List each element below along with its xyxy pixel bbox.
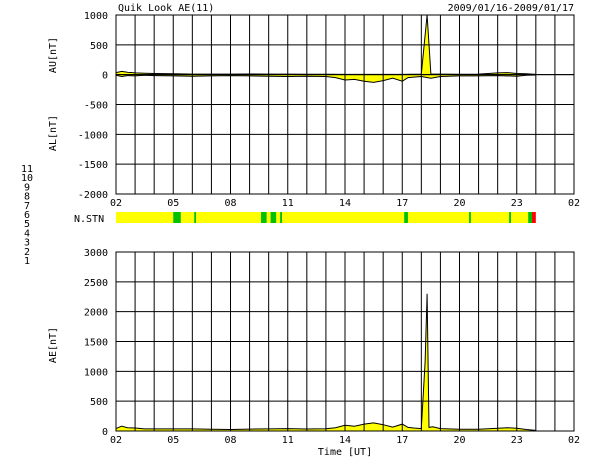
legend-entry: 11 xyxy=(21,164,33,175)
au-al-ytick-label: -500 xyxy=(84,101,108,112)
ae-panel: 3000 2500 2000 1500 1000 500 0 02 05 08 11 14 17 20 2… xyxy=(48,248,580,458)
au-al-xtick-label: 11 xyxy=(282,198,294,209)
au-al-ytick-label: 500 xyxy=(90,41,108,52)
nstn-segment xyxy=(469,212,471,223)
legend-entry: 2 xyxy=(24,247,30,258)
nstn-segment xyxy=(196,212,262,223)
ae-line-ae xyxy=(115,293,536,431)
nstn-segment xyxy=(509,212,512,223)
ae-ytick-label: 2000 xyxy=(84,308,108,319)
ae-ytick-label: 1000 xyxy=(84,367,108,378)
nstn-label: N.STN xyxy=(74,214,104,225)
nstn-segment xyxy=(180,212,195,223)
au-al-frame xyxy=(115,14,575,195)
ae-ytick-label: 3000 xyxy=(84,248,108,259)
ae-ytick-label: 0 xyxy=(102,427,108,438)
nstn-segment xyxy=(407,212,470,223)
nstn-segment xyxy=(511,212,529,223)
ae-xtick-label: 08 xyxy=(224,435,236,446)
legend-entry: 4 xyxy=(24,228,30,239)
legend-entry: 3 xyxy=(24,238,30,249)
nstn-segment xyxy=(276,212,281,223)
nstn-segment xyxy=(116,212,174,223)
legend-entry: 10 xyxy=(21,173,33,184)
au-axis-label: AU[nT] xyxy=(48,37,59,73)
nstn-segment xyxy=(470,212,510,223)
chart-title: Quik Look AE(11) xyxy=(118,3,214,14)
au-al-xtick-label: 17 xyxy=(396,198,408,209)
au-al-line-al xyxy=(115,74,536,83)
ae-ytick-label: 2500 xyxy=(84,278,108,289)
au-al-fill-layer xyxy=(116,15,536,83)
nstn-segment xyxy=(528,212,533,223)
ae-xtick-label: 20 xyxy=(453,435,465,446)
au-al-ytick-label: -1000 xyxy=(78,130,108,141)
au-al-yticks: 1000 500 0 -500 -1000 -1500 -2000 xyxy=(78,11,108,201)
ae-xtick-label: 02 xyxy=(568,435,580,446)
legend-entry: 6 xyxy=(24,210,30,221)
date-range: 2009/01/16-2009/01/17 xyxy=(448,3,574,14)
au-al-xtick-label: 14 xyxy=(339,198,351,209)
ae-axis-label: AE[nT] xyxy=(48,327,59,363)
ae-xtick-label: 23 xyxy=(511,435,523,446)
ae-line-layer xyxy=(115,293,536,431)
au-al-panel: 1000 500 0 -500 -1000 -1500 -2000 02 05 08 11 14 17… xyxy=(48,11,580,209)
ae-xtick-label: 05 xyxy=(167,435,179,446)
au-al-xtick-label: 05 xyxy=(167,198,179,209)
au-al-xtick-label: 02 xyxy=(110,198,122,209)
nstn-bar xyxy=(116,212,536,223)
time-axis-label: Time [UT] xyxy=(318,447,372,458)
nstn-segment xyxy=(261,212,267,223)
ae-xtick-label: 14 xyxy=(339,435,351,446)
nstn-segment xyxy=(270,212,277,223)
nstn-segment xyxy=(282,212,405,223)
legend-entry: 5 xyxy=(24,219,30,230)
nstn-segment xyxy=(173,212,181,223)
ae-xtick-label: 17 xyxy=(396,435,408,446)
au-al-ytick-label: 0 xyxy=(102,71,108,82)
nstn-panel: N.STN xyxy=(74,212,536,225)
au-al-fill-al xyxy=(116,74,536,83)
au-al-ytick-label: -1500 xyxy=(78,160,108,171)
legend-entry: 8 xyxy=(24,192,30,203)
au-al-xtick-label: 08 xyxy=(224,198,236,209)
nstn-segment xyxy=(532,212,536,223)
ae-grid xyxy=(116,252,574,431)
ae-xtick-label: 02 xyxy=(110,435,122,446)
legend-entry: 1 xyxy=(24,256,30,267)
au-al-ytick-label: 1000 xyxy=(84,11,108,22)
ae-frame xyxy=(115,251,575,432)
au-al-xtick-label: 23 xyxy=(511,198,523,209)
nstn-segment xyxy=(194,212,197,223)
au-al-ytick-label: -2000 xyxy=(78,190,108,201)
au-al-xtick-label: 02 xyxy=(568,198,580,209)
au-al-grid xyxy=(116,15,574,194)
nstn-segment xyxy=(404,212,408,223)
au-al-xticks: 02 05 08 11 14 17 20 23 02 xyxy=(110,198,580,209)
ae-xticks: 02 05 08 11 14 17 20 23 02 xyxy=(110,435,580,446)
legend-entry: 7 xyxy=(24,201,30,212)
legend-entry: 9 xyxy=(24,182,30,193)
ae-ytick-label: 500 xyxy=(90,397,108,408)
au-al-xtick-label: 20 xyxy=(453,198,465,209)
ae-ytick-label: 1500 xyxy=(84,338,108,349)
ae-yticks: 3000 2500 2000 1500 1000 500 0 xyxy=(84,248,108,438)
ae-xtick-label: 11 xyxy=(282,435,294,446)
al-axis-label: AL[nT] xyxy=(48,115,59,151)
nstn-segment xyxy=(266,212,271,223)
nstn-segment xyxy=(280,212,283,223)
